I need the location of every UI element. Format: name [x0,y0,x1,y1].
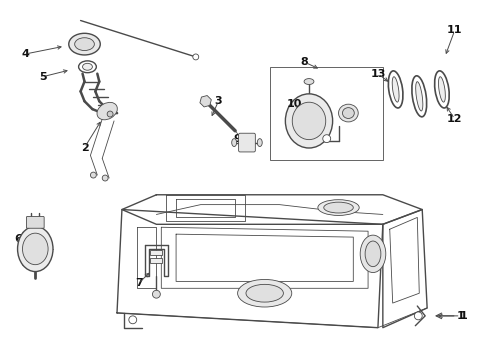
Ellipse shape [246,284,283,302]
Text: 1: 1 [457,311,465,321]
Ellipse shape [416,82,423,111]
Circle shape [152,290,160,298]
Ellipse shape [343,108,354,118]
Circle shape [323,135,331,143]
Ellipse shape [292,102,326,140]
Ellipse shape [257,139,262,147]
Text: 3: 3 [215,96,222,106]
Ellipse shape [392,77,399,102]
Ellipse shape [435,71,449,108]
Bar [150,250,162,255]
Ellipse shape [339,104,358,122]
Circle shape [91,172,97,178]
Ellipse shape [389,71,403,108]
Circle shape [415,312,422,320]
Text: 5: 5 [39,72,47,82]
Ellipse shape [304,78,314,85]
Ellipse shape [324,202,353,213]
FancyBboxPatch shape [239,133,255,152]
Circle shape [193,54,199,60]
Text: 7: 7 [135,278,143,288]
Ellipse shape [412,76,427,117]
Ellipse shape [360,235,386,273]
Ellipse shape [23,233,48,265]
Text: 12: 12 [447,114,463,124]
Ellipse shape [318,200,359,215]
Ellipse shape [232,139,237,147]
Ellipse shape [69,33,100,55]
Ellipse shape [365,241,381,267]
Ellipse shape [285,94,333,148]
Bar [270,67,383,160]
Ellipse shape [97,102,117,120]
Circle shape [107,111,113,117]
Text: 1: 1 [460,311,467,321]
Text: 8: 8 [300,57,308,67]
Ellipse shape [18,226,53,271]
Ellipse shape [78,61,97,73]
Ellipse shape [238,279,292,307]
Text: 13: 13 [370,69,386,79]
Circle shape [129,316,137,324]
Polygon shape [200,95,211,107]
Text: 11: 11 [447,25,463,35]
Text: 2: 2 [81,143,88,153]
FancyBboxPatch shape [26,216,44,228]
Ellipse shape [82,63,93,70]
Text: 6: 6 [15,234,23,244]
Circle shape [102,175,108,181]
Bar [150,258,162,263]
Text: 4: 4 [22,49,29,59]
Ellipse shape [439,77,445,102]
Text: 9: 9 [233,134,241,144]
Text: 10: 10 [287,99,302,109]
Ellipse shape [74,38,95,50]
